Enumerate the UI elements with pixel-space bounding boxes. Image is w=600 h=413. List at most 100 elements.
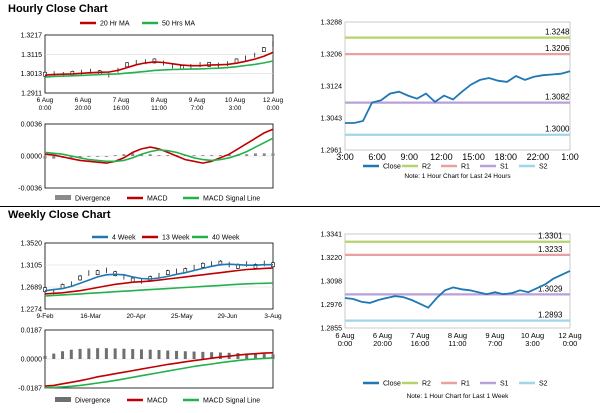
weekly_pivot-x-tick: 9 Aug 7:00 (485, 331, 504, 348)
hourly_macd-divergence-bar (87, 156, 91, 157)
weekly_pivot-x-tick: 8 Aug 11:00 (448, 331, 467, 348)
hourly_macd-divergence-bar (192, 155, 196, 156)
hourly_price-x-tick: 6 Aug 20:00 (75, 97, 92, 112)
hourly_macd-divergence-bar (104, 156, 108, 157)
weekly_macd-macd-line (44, 352, 274, 387)
weekly_pivot-legend-r1-label: R1 (461, 381, 470, 388)
weekly_pivot-x-tick: 6 Aug 20:00 (373, 331, 392, 348)
weekly_price-legend-2-label: 40 Week (212, 235, 240, 242)
weekly_pivot-x-tick: 7 Aug 16:00 (410, 331, 429, 348)
weekly_macd-y-tick: -0.0187 (18, 386, 42, 393)
hourly_price-50-hrs-ma-line (44, 60, 274, 78)
hourly_price-y-tick: 1.3013 (21, 71, 43, 78)
weekly_macd-divergence-bar (236, 353, 240, 359)
hourly_pivot-legend-s1-label: S1 (500, 164, 509, 171)
hourly_price-x-tick: 8 Aug 11:00 (151, 97, 168, 112)
weekly_price-legend-1-label: 13 Week (162, 235, 190, 242)
weekly_macd-divergence-bar (166, 350, 170, 359)
hourly_macd-divergence-bar (210, 155, 214, 156)
hourly_price-y-tick: 1.3217 (21, 33, 43, 40)
hourly_macd-divergence-bar (262, 153, 266, 156)
weekly_price-frame (44, 242, 274, 310)
weekly_macd-signal-line (44, 357, 274, 389)
weekly_macd-legend-signal-label: MACD Signal Line (203, 398, 260, 405)
hourly_macd-legend-macd-label: MACD (147, 196, 168, 203)
hourly_macd-divergence-bar (245, 154, 249, 156)
hourly_pivot-note: Note: 1 Hour Chart for Last 24 Hours (404, 173, 511, 180)
hourly_macd-y-tick: 0.0036 (21, 122, 43, 129)
weekly_pivot-legend-s1-label: S1 (500, 381, 509, 388)
weekly_price-x-tick: 16-Mar (80, 313, 101, 320)
hourly-section-title: Hourly Close Chart (8, 3, 108, 15)
weekly_price-candle-body (43, 287, 47, 292)
hourly_pivot-y-tick: 1.3206 (321, 52, 343, 59)
hourly_macd-divergence-bar (131, 153, 135, 156)
weekly_price-13-week-line (44, 267, 274, 295)
hourly_macd-divergence-bar (78, 156, 82, 158)
hourly_price-x-tick: 6 Aug 0:00 (37, 97, 54, 112)
weekly_pivot-note: Note: 1 Hour Chart for Last 1 Week (407, 393, 510, 400)
hourly_price-x-tick: 9 Aug 7:00 (189, 97, 206, 112)
weekly_pivot-y-tick: 1.3341 (321, 232, 343, 239)
weekly_pivot-x-tick: 12 Aug 0:00 (558, 331, 581, 348)
hourly_price-candle-body (262, 47, 266, 52)
hourly_pivot-y-tick: 1.3043 (321, 116, 343, 123)
hourly_pivot-level-label: 1.3248 (545, 28, 570, 37)
hourly_macd-divergence-bar (52, 156, 56, 159)
hourly_price-candle-body (152, 58, 157, 64)
weekly_pivot-y-tick: 1.2976 (321, 302, 343, 309)
weekly_macd-divergence-bar (201, 351, 205, 359)
hourly_price-x-tick: 10 Aug 3:00 (225, 97, 246, 112)
weekly_pivot-x-tick: 10 Aug 3:00 (521, 331, 544, 348)
weekly_macd-divergence-bar (253, 353, 257, 359)
weekly_pivot-legend-close-label: Close (383, 381, 401, 388)
weekly_price-y-tick: 1.2274 (21, 307, 43, 314)
weekly_macd-divergence-bar (43, 355, 47, 359)
hourly_price-legend-0-label: 20 Hr MA (100, 21, 130, 28)
weekly_macd-legend-macd-label: MACD (147, 398, 168, 405)
weekly_macd-divergence-bar (52, 353, 56, 359)
weekly_macd-divergence-bar (157, 350, 161, 359)
hourly_price-legend-1-label: 50 Hrs MA (162, 21, 195, 28)
weekly_macd-divergence-bar (192, 351, 196, 359)
weekly_price-x-tick: 20-Apr (126, 313, 146, 320)
hourly_pivot-level-label: 1.3206 (545, 44, 570, 53)
weekly_macd-divergence-bar (210, 352, 214, 359)
weekly_macd-divergence-bar (245, 353, 249, 359)
weekly_macd-y-tick: 0.0000 (21, 357, 43, 364)
weekly_macd-divergence-bar (122, 348, 126, 359)
hourly_pivot-x-tick: 9:00 (401, 152, 419, 162)
weekly_price-x-tick: 25-May (171, 313, 193, 320)
hourly_pivot-y-tick: 1.3124 (321, 84, 343, 91)
hourly_macd-divergence-bar (218, 155, 222, 156)
hourly_macd-legend-divergence-swatch (55, 195, 71, 200)
weekly_pivot-level-label: 1.3233 (538, 245, 563, 254)
weekly_price-y-tick: 1.3520 (21, 241, 43, 248)
hourly_pivot-legend-s2-label: S2 (539, 164, 548, 171)
hourly_price-frame (44, 34, 274, 94)
weekly_macd-divergence-bar (139, 349, 143, 359)
hourly_macd-macd-line (44, 128, 274, 164)
hourly_pivot-y-tick: 1.2961 (321, 148, 343, 155)
hourly_pivot-frame (344, 21, 571, 151)
weekly_pivot-level-label: 1.3301 (538, 232, 563, 241)
weekly_pivot-x-tick: 6 Aug 0:00 (335, 331, 354, 348)
weekly_macd-divergence-bar (175, 350, 179, 359)
hourly_price-x-tick: 7 Aug 16:00 (113, 97, 130, 112)
hourly_macd-divergence-bar (227, 154, 231, 156)
hourly_pivot-x-tick: 12:00 (430, 152, 453, 162)
hourly_price-candle-body (125, 62, 129, 68)
weekly_macd-divergence-bar (87, 348, 91, 359)
hourly_macd-legend-divergence-label: Divergence (75, 196, 111, 203)
section-divider (0, 206, 600, 207)
weekly_macd-divergence-bar (271, 354, 275, 359)
weekly_pivot-legend-r2-label: R2 (422, 381, 431, 388)
weekly_price-candle-body (95, 270, 100, 275)
weekly_price-40-week-line (44, 282, 274, 297)
weekly_pivot-level-label: 1.2893 (538, 311, 563, 320)
hourly_macd-legend-signal-label: MACD Signal Line (203, 196, 260, 203)
hourly_price-y-tick: 1.3115 (21, 52, 42, 59)
hourly_macd-divergence-bar (113, 155, 117, 156)
hourly_pivot-level-label: 1.3082 (545, 93, 570, 102)
weekly_pivot-frame (344, 233, 571, 329)
